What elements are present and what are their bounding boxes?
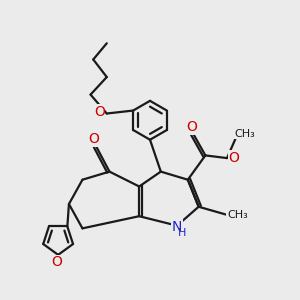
Text: CH₃: CH₃: [227, 210, 248, 220]
Text: O: O: [88, 132, 99, 146]
Text: O: O: [51, 255, 62, 269]
Text: H: H: [178, 228, 186, 238]
Text: O: O: [94, 105, 105, 119]
Text: N: N: [172, 220, 182, 234]
Text: O: O: [228, 151, 239, 165]
Text: CH₃: CH₃: [234, 129, 255, 139]
Text: O: O: [186, 120, 197, 134]
